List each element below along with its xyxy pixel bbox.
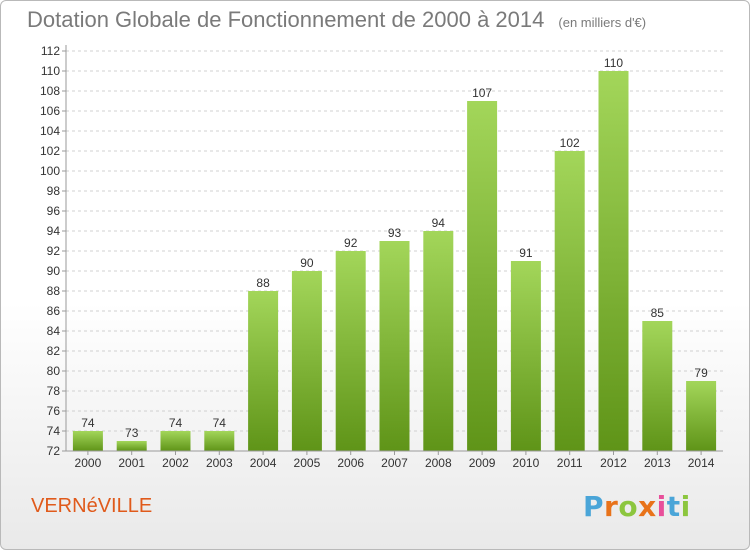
proxiti-logo: Proxiti — [583, 490, 691, 523]
bar-2007 — [379, 241, 410, 451]
y-tick-label: 88 — [47, 284, 61, 298]
x-tick-label: 2007 — [381, 456, 408, 470]
bar-2003 — [204, 431, 235, 451]
x-tick-label: 2004 — [250, 456, 277, 470]
bar-value-label: 73 — [125, 426, 139, 440]
x-tick-label: 2010 — [513, 456, 540, 470]
y-tick-label: 76 — [47, 404, 61, 418]
bar-2001 — [116, 441, 147, 451]
bar-value-label: 94 — [432, 216, 446, 230]
y-tick-label: 110 — [41, 64, 60, 78]
chart-title: Dotation Globale de Fonctionnement de 20… — [27, 7, 646, 33]
bar-value-label: 79 — [694, 366, 708, 380]
y-tick-label: 96 — [47, 204, 61, 218]
bar-value-label: 85 — [651, 306, 665, 320]
bar-value-label: 74 — [169, 416, 183, 430]
bar-2010 — [510, 261, 541, 451]
commune-name: VERNéVILLE — [31, 495, 153, 517]
bar-value-label: 74 — [81, 416, 95, 430]
bar-value-label: 90 — [300, 256, 314, 270]
y-tick-label: 92 — [47, 244, 61, 258]
y-tick-label: 72 — [47, 444, 61, 458]
y-tick-label: 80 — [47, 364, 61, 378]
bar-2008 — [423, 231, 454, 451]
bar-2000 — [72, 431, 103, 451]
bar-value-label: 91 — [519, 246, 533, 260]
bar-2012 — [598, 71, 629, 451]
x-tick-label: 2006 — [337, 456, 364, 470]
y-tick-label: 100 — [40, 164, 60, 178]
bar-2006 — [335, 251, 366, 451]
y-tick-label: 102 — [40, 144, 60, 158]
x-tick-label: 2012 — [600, 456, 627, 470]
chart-title-text: Dotation Globale de Fonctionnement de 20… — [27, 7, 545, 32]
logo-letter: P — [583, 490, 605, 523]
y-tick-label: 98 — [47, 184, 61, 198]
y-tick-label: 108 — [40, 84, 60, 98]
bar-value-label: 107 — [472, 86, 492, 100]
bar-2005 — [291, 271, 322, 451]
y-tick-label: 74 — [47, 424, 61, 438]
x-tick-label: 2002 — [162, 456, 189, 470]
x-tick-label: 2014 — [688, 456, 715, 470]
y-tick-label: 84 — [47, 324, 61, 338]
y-tick-label: 82 — [47, 344, 61, 358]
y-tick-label: 104 — [40, 124, 60, 138]
x-tick-label: 2011 — [557, 456, 583, 470]
x-tick-label: 2009 — [469, 456, 496, 470]
bar-value-label: 74 — [213, 416, 227, 430]
logo-letter: r — [604, 490, 619, 523]
bar-value-label: 88 — [256, 276, 270, 290]
bar-2002 — [160, 431, 191, 451]
y-tick-label: 106 — [40, 104, 60, 118]
x-tick-label: 2001 — [118, 456, 145, 470]
x-tick-label: 2008 — [425, 456, 452, 470]
logo-letter: o — [618, 490, 639, 523]
x-tick-label: 2013 — [644, 456, 671, 470]
logo-letter: t — [666, 490, 681, 523]
bar-2011 — [554, 151, 585, 451]
y-tick-label: 112 — [41, 44, 60, 58]
bar-value-label: 102 — [560, 136, 580, 150]
bar-value-label: 92 — [344, 236, 358, 250]
y-tick-label: 86 — [47, 304, 61, 318]
logo-letter: i — [656, 490, 667, 523]
bar-value-label: 110 — [604, 56, 623, 70]
logo-letter: i — [680, 490, 691, 523]
bar-2004 — [248, 291, 279, 451]
bar-2013 — [642, 321, 673, 451]
bar-2014 — [686, 381, 717, 451]
unit-label: (en milliers d'€) — [558, 15, 647, 30]
bar-2009 — [467, 101, 498, 451]
x-tick-label: 2003 — [206, 456, 233, 470]
x-tick-label: 2000 — [75, 456, 102, 470]
bar-value-label: 93 — [388, 226, 402, 240]
y-tick-label: 94 — [47, 224, 61, 238]
logo-letter: x — [638, 490, 657, 523]
y-tick-label: 90 — [47, 264, 61, 278]
y-tick-label: 78 — [47, 384, 61, 398]
x-tick-label: 2005 — [294, 456, 321, 470]
